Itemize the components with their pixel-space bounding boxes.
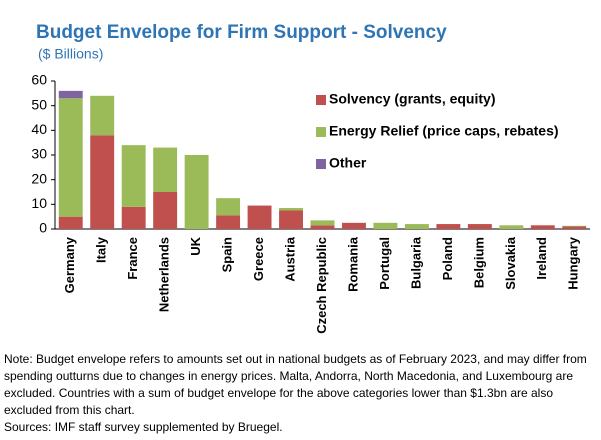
x-tick-label: Spain bbox=[220, 237, 235, 272]
bar-segment bbox=[121, 145, 146, 207]
x-tick-label: Bulgaria bbox=[408, 236, 423, 289]
y-tick-label: 50 bbox=[31, 96, 47, 112]
bar-segment bbox=[279, 210, 303, 229]
bar-segment bbox=[90, 95, 115, 136]
bar-segment bbox=[90, 135, 115, 229]
x-tick-label: Romania bbox=[345, 236, 360, 292]
bar-segment bbox=[436, 224, 461, 229]
x-tick-label: Portugal bbox=[377, 237, 392, 290]
bar-segment bbox=[467, 224, 492, 229]
x-tick-label: Greece bbox=[251, 237, 266, 281]
chart: Budget Envelope for Firm Support - Solve… bbox=[31, 22, 590, 334]
note: Note: Budget envelope refers to amounts … bbox=[4, 352, 587, 417]
legend-swatch bbox=[316, 159, 326, 169]
chart-title: Budget Envelope for Firm Support - Solve… bbox=[36, 22, 447, 43]
bar-segment bbox=[530, 225, 555, 229]
bar-segment bbox=[58, 216, 83, 229]
bar-segment bbox=[404, 224, 429, 229]
bar-segment bbox=[216, 198, 241, 216]
bar-segment bbox=[184, 155, 209, 229]
x-tick-label: Slovakia bbox=[503, 236, 518, 290]
sources: Sources: IMF staff survey supplemented b… bbox=[4, 420, 283, 434]
bar-segment bbox=[153, 192, 178, 229]
bar-segment bbox=[121, 206, 146, 229]
x-tick-label: France bbox=[125, 237, 140, 280]
bar-segment bbox=[58, 90, 83, 99]
x-tick-label: Poland bbox=[440, 237, 455, 280]
bar-segment bbox=[373, 222, 398, 229]
x-tick-label: Austria bbox=[282, 236, 297, 282]
bar-segment bbox=[562, 226, 587, 229]
chart-subtitle: ($ Billions) bbox=[38, 46, 103, 62]
bar-segment bbox=[58, 98, 83, 217]
x-tick-label: Hungary bbox=[566, 236, 581, 290]
bar-segment bbox=[247, 205, 272, 229]
bar-segment bbox=[279, 208, 303, 211]
legend-swatch bbox=[316, 127, 326, 137]
x-tick-label: Italy bbox=[94, 236, 109, 263]
bar-segment bbox=[216, 215, 241, 229]
y-tick-label: 30 bbox=[31, 146, 47, 162]
x-tick-label: Czech Republic bbox=[314, 237, 329, 334]
y-tick-label: 40 bbox=[31, 121, 47, 137]
x-tick-label: Ireland bbox=[534, 237, 549, 280]
bar-segment bbox=[310, 220, 335, 226]
legend-swatch bbox=[316, 95, 326, 105]
x-tick-label: Germany bbox=[62, 236, 77, 293]
legend-label: Energy Relief (price caps, rebates) bbox=[329, 123, 559, 139]
x-tick-label: Belgium bbox=[471, 237, 486, 288]
y-tick-label: 60 bbox=[31, 72, 47, 88]
bar-segment bbox=[562, 225, 587, 227]
legend-label: Solvency (grants, equity) bbox=[329, 91, 495, 107]
bar-segment bbox=[310, 225, 335, 229]
x-tick-label: UK bbox=[188, 236, 203, 255]
legend-label: Other bbox=[329, 155, 367, 171]
y-tick-label: 10 bbox=[31, 195, 47, 211]
y-tick-label: 20 bbox=[31, 170, 47, 186]
notes: Note: Budget envelope refers to amounts … bbox=[4, 351, 598, 436]
bar-segment bbox=[153, 147, 178, 192]
y-tick-label: 0 bbox=[39, 220, 47, 236]
x-tick-label: Netherlands bbox=[157, 237, 172, 312]
bar-segment bbox=[499, 225, 524, 229]
bar-segment bbox=[342, 222, 366, 229]
